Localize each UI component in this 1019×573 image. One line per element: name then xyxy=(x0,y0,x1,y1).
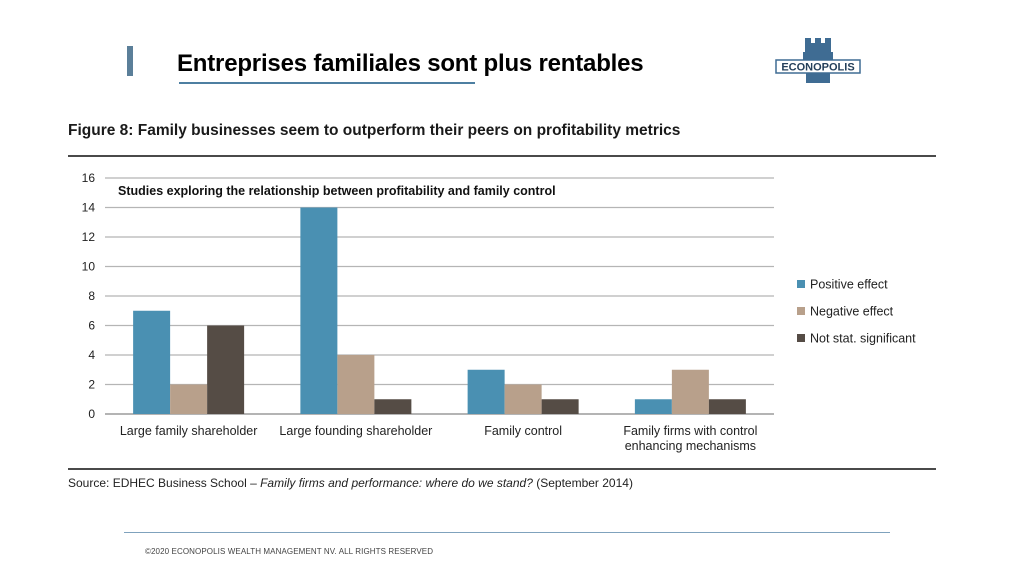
x-category-label: enhancing mechanisms xyxy=(625,439,756,453)
footer-divider xyxy=(124,532,890,533)
chart-title: Studies exploring the relationship betwe… xyxy=(118,184,556,198)
x-category-label: Large family shareholder xyxy=(120,424,258,438)
y-tick-label: 6 xyxy=(88,319,95,333)
figure-frame-bottom xyxy=(68,468,936,470)
source-suffix: (September 2014) xyxy=(532,476,633,490)
bar-not-stat-significant-1 xyxy=(374,399,412,414)
econopolis-logo: ECONOPOLIS xyxy=(775,38,861,83)
legend-swatch xyxy=(797,307,805,315)
y-axis-ticks: 0 2 4 6 8 10 12 14 16 xyxy=(82,171,96,421)
figure-title: Figure 8: Family businesses seem to outp… xyxy=(68,122,681,139)
y-tick-label: 2 xyxy=(88,378,95,392)
bar-negative-effect-0 xyxy=(170,384,208,414)
source-title: Family firms and performance: where do w… xyxy=(260,476,533,490)
y-tick-label: 0 xyxy=(88,407,95,421)
bars xyxy=(133,207,746,414)
legend-swatch xyxy=(797,334,805,342)
y-tick-label: 16 xyxy=(82,171,96,185)
x-category-label: Family firms with control xyxy=(623,424,757,438)
y-tick-label: 12 xyxy=(82,230,96,244)
logo-text: ECONOPOLIS xyxy=(781,62,854,74)
bar-positive-effect-3 xyxy=(634,399,672,414)
footer-copyright: ©2020 ECONOPOLIS WEALTH MANAGEMENT NV. A… xyxy=(145,547,434,556)
bar-not-stat-significant-0 xyxy=(207,325,245,414)
title-accent-bar xyxy=(127,46,133,76)
y-tick-label: 4 xyxy=(88,348,95,362)
bar-negative-effect-1 xyxy=(337,355,375,414)
legend-label: Negative effect xyxy=(810,305,894,319)
x-axis-labels: Large family shareholder Large founding s… xyxy=(120,424,758,453)
y-tick-label: 14 xyxy=(82,201,96,215)
y-tick-label: 10 xyxy=(82,260,96,274)
bar-not-stat-significant-3 xyxy=(708,399,746,414)
figure-frame-top xyxy=(68,155,936,157)
legend-label: Positive effect xyxy=(810,278,888,292)
bar-not-stat-significant-2 xyxy=(541,399,579,414)
x-category-label: Large founding shareholder xyxy=(279,424,432,438)
slide-title: Entreprises familiales sont plus rentabl… xyxy=(177,50,644,77)
figure-source: Source: EDHEC Business School – Family f… xyxy=(68,476,633,490)
bar-negative-effect-3 xyxy=(671,369,709,414)
y-tick-label: 8 xyxy=(88,289,95,303)
bar-positive-effect-1 xyxy=(300,207,338,414)
legend-label: Not stat. significant xyxy=(810,332,916,346)
bar-negative-effect-2 xyxy=(504,384,542,414)
bar-chart: 0 2 4 6 8 10 12 14 16 Studies exploring the rela… xyxy=(82,171,916,453)
title-underline xyxy=(179,82,475,84)
x-category-label: Family control xyxy=(484,424,562,438)
legend: Positive effect Negative effect Not stat. … xyxy=(797,278,916,346)
bar-positive-effect-2 xyxy=(467,369,505,414)
bar-positive-effect-0 xyxy=(133,310,171,414)
source-prefix: Source: EDHEC Business School – xyxy=(68,476,261,490)
legend-swatch xyxy=(797,280,805,288)
